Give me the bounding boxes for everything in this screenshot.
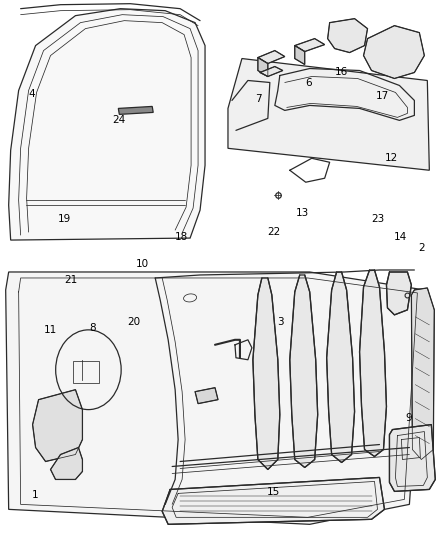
- Polygon shape: [118, 107, 153, 115]
- Polygon shape: [50, 448, 82, 480]
- Text: 7: 7: [255, 94, 261, 104]
- Text: 1: 1: [32, 490, 39, 500]
- Polygon shape: [389, 425, 435, 491]
- Polygon shape: [290, 275, 318, 467]
- Text: 24: 24: [112, 115, 125, 125]
- Text: 16: 16: [335, 68, 348, 77]
- Text: 15: 15: [267, 488, 280, 497]
- Polygon shape: [295, 46, 305, 64]
- Text: 12: 12: [385, 152, 398, 163]
- Polygon shape: [295, 38, 325, 52]
- Text: 9: 9: [406, 413, 412, 423]
- Polygon shape: [258, 58, 268, 77]
- Text: 8: 8: [89, 322, 95, 333]
- Text: 13: 13: [295, 208, 309, 219]
- Polygon shape: [260, 67, 283, 77]
- Text: 20: 20: [127, 317, 141, 327]
- Polygon shape: [32, 390, 82, 462]
- Polygon shape: [386, 272, 411, 315]
- Text: 10: 10: [136, 259, 149, 269]
- Text: 22: 22: [267, 227, 280, 237]
- Polygon shape: [328, 19, 367, 53]
- Polygon shape: [162, 478, 385, 524]
- Polygon shape: [360, 270, 386, 456]
- Polygon shape: [9, 9, 205, 240]
- Polygon shape: [228, 59, 429, 170]
- Polygon shape: [258, 51, 285, 63]
- Text: 14: 14: [394, 232, 407, 243]
- Text: 23: 23: [372, 214, 385, 224]
- Polygon shape: [364, 26, 424, 78]
- Text: 4: 4: [28, 88, 35, 99]
- Text: 6: 6: [305, 78, 312, 88]
- Text: 11: 11: [44, 325, 57, 335]
- Text: 21: 21: [64, 275, 77, 285]
- Polygon shape: [411, 288, 434, 459]
- Polygon shape: [195, 387, 218, 403]
- Text: 17: 17: [376, 91, 389, 101]
- Polygon shape: [253, 278, 280, 470]
- Text: 19: 19: [57, 214, 71, 224]
- Text: 3: 3: [277, 317, 283, 327]
- Polygon shape: [327, 272, 355, 463]
- Text: 18: 18: [175, 232, 188, 243]
- Text: 2: 2: [419, 243, 425, 253]
- Polygon shape: [6, 272, 424, 524]
